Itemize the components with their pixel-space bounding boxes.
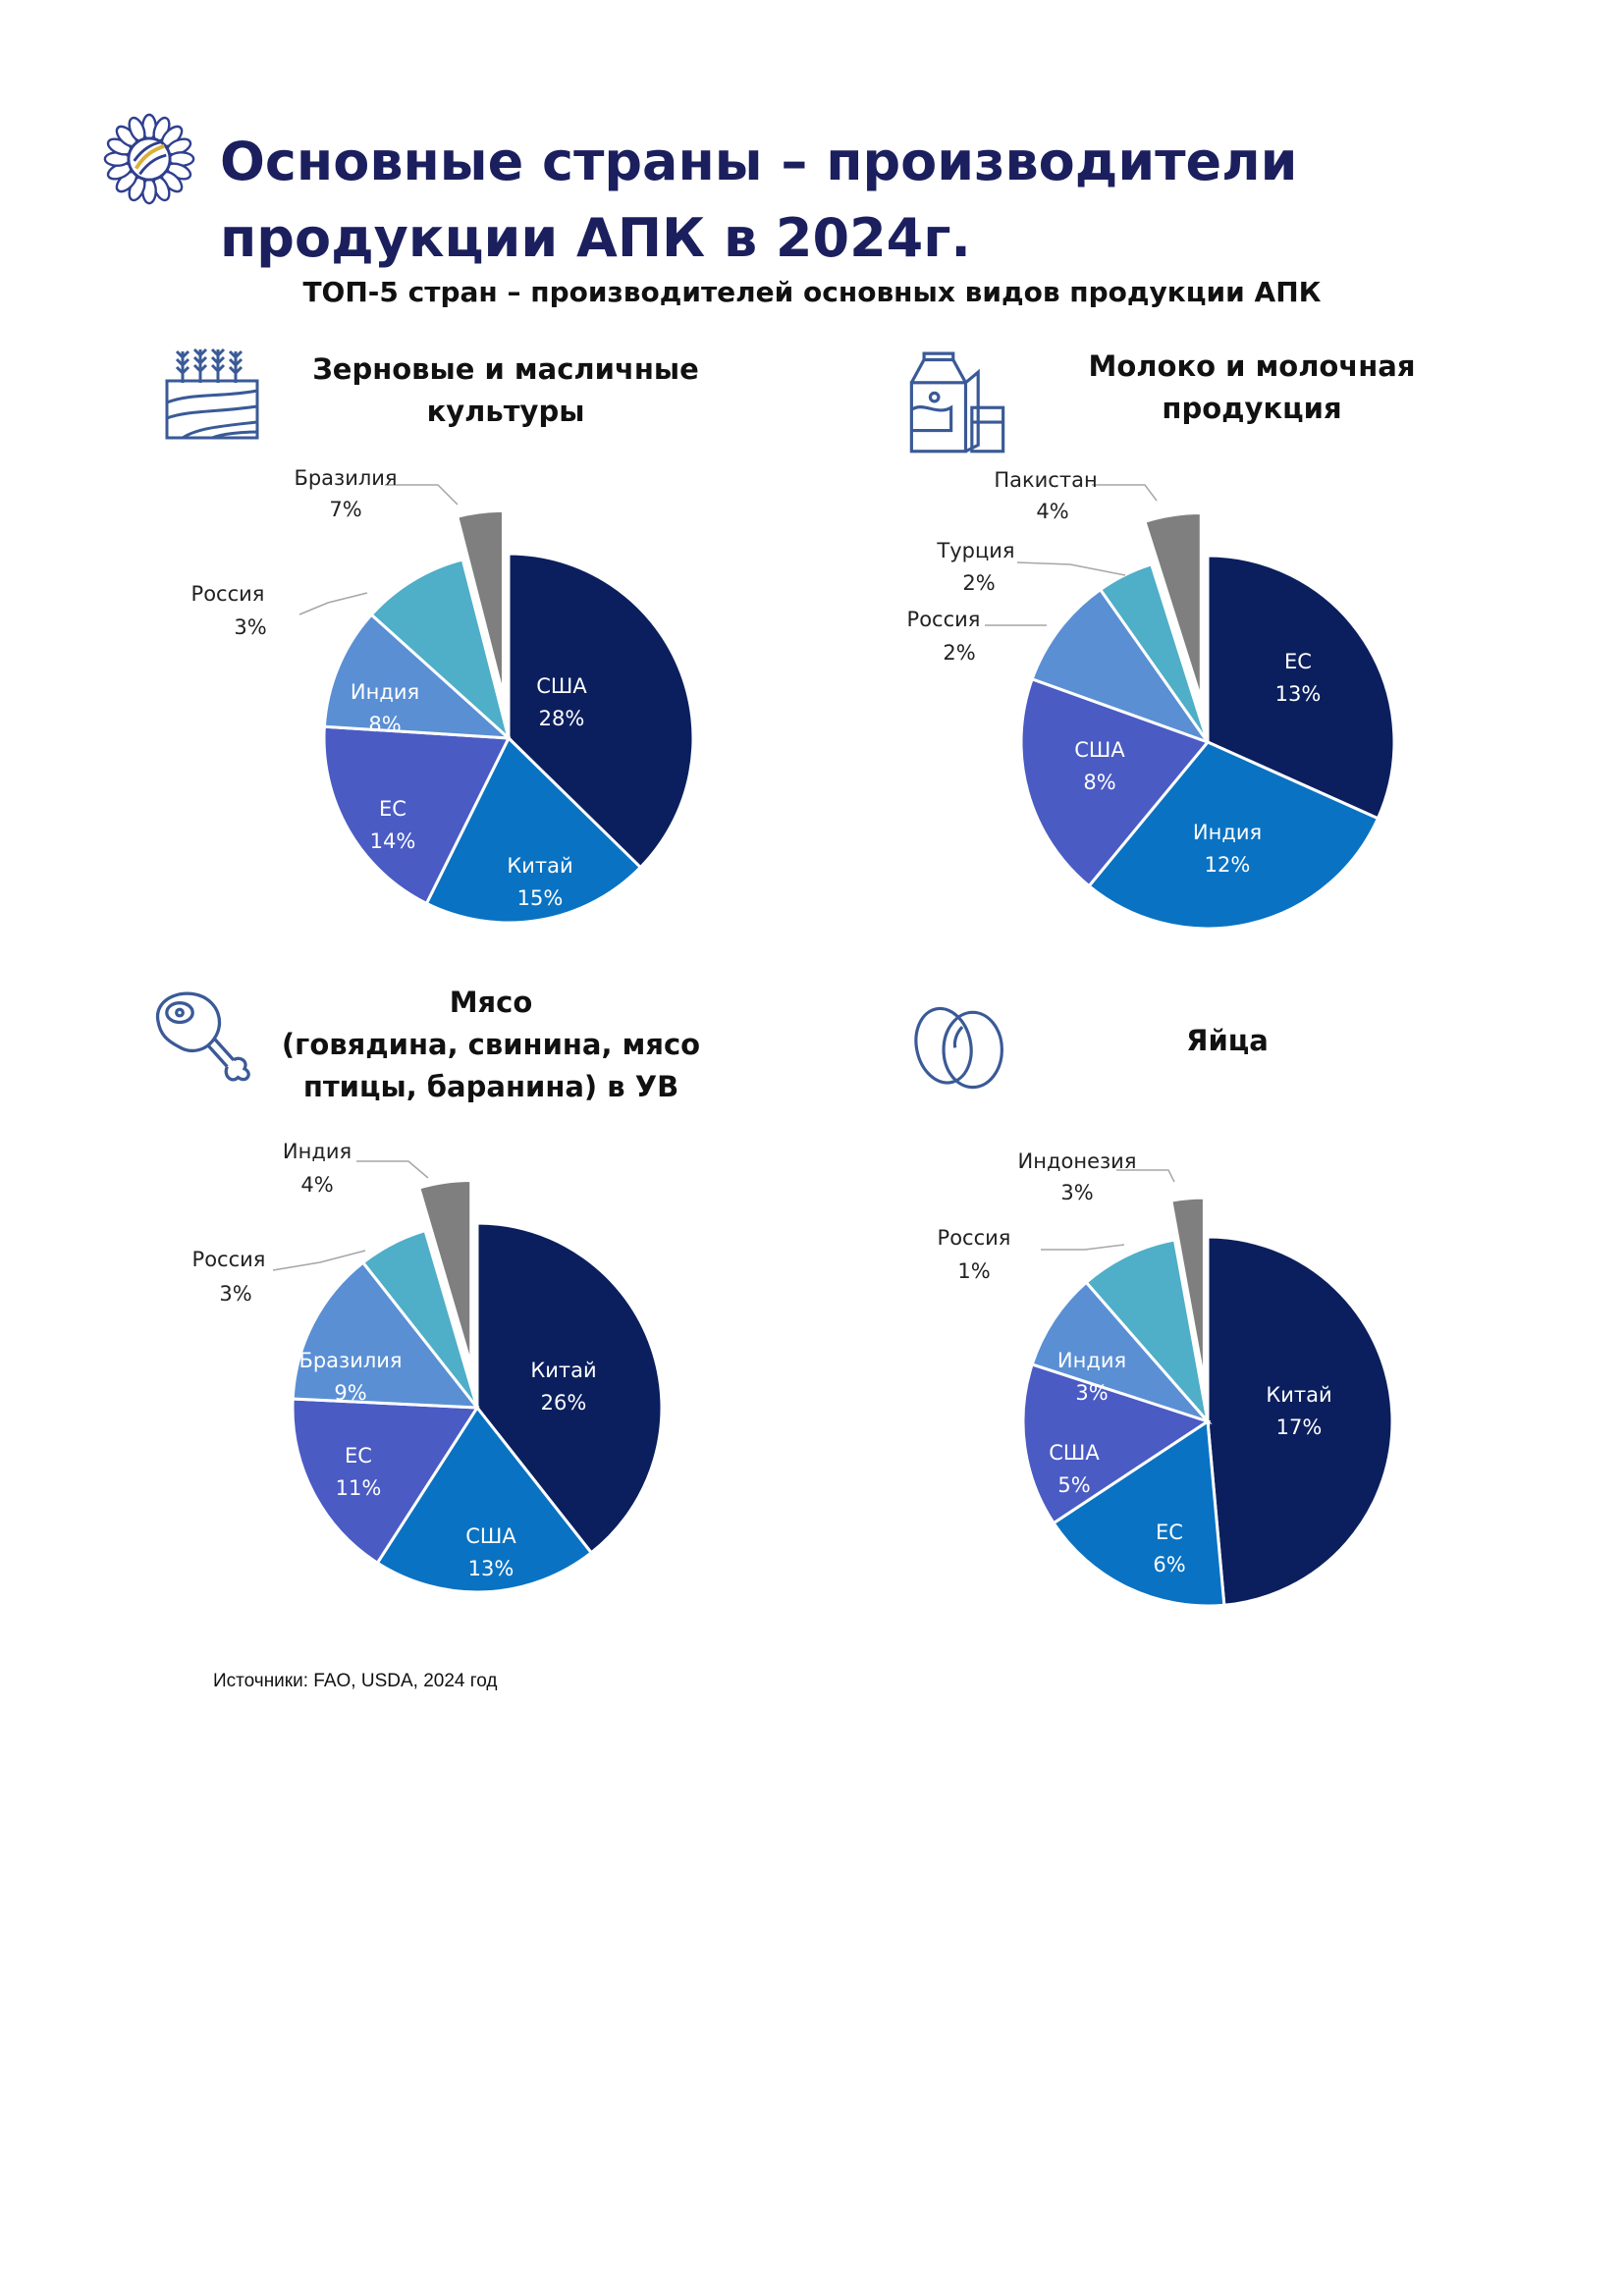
- slice-value-grain-russia: 3%: [234, 615, 266, 639]
- eggs-icon: [914, 1006, 1003, 1090]
- slice-label-grain-eu: ЕС: [379, 797, 406, 821]
- slice-label-milk-pakistan: Пакистан: [994, 468, 1097, 492]
- pie-slice-eggs-india: [1030, 1280, 1213, 1425]
- pie-slice-meat-china: [475, 1221, 664, 1555]
- sunflower-logo-icon: [103, 113, 195, 205]
- milk-carton-icon: [909, 351, 1005, 454]
- leader-line-meat-russia: [272, 1250, 366, 1271]
- slice-value-grain-eu: 14%: [370, 829, 416, 853]
- pie-slice-grain-usa: [507, 552, 695, 870]
- slice-label-meat-india: Индия: [283, 1140, 352, 1163]
- slice-value-milk-eu: 13%: [1275, 682, 1322, 706]
- chart-title-eggs: Яйца: [1186, 1024, 1269, 1057]
- pie-slice-grain-china: [424, 735, 643, 925]
- slice-label-milk-eu: ЕС: [1284, 650, 1312, 673]
- pie-slice-eggs-china: [1206, 1235, 1394, 1607]
- chart-title-milk: Молоко и молочная продукция: [1088, 349, 1416, 425]
- leader-line-grain-brazil: [385, 484, 459, 506]
- slice-value-grain-usa: 28%: [539, 707, 585, 730]
- page-title: Основные страны – производители продукци…: [220, 131, 1298, 269]
- pie-slice-milk-pakistan: [1030, 587, 1212, 746]
- leader-line-grain-russia: [298, 592, 368, 615]
- chart-title-grain: Зерновые и масличные культуры: [312, 352, 699, 428]
- slice-label-meat-china: Китай: [530, 1359, 596, 1382]
- pie-slice-eggs-eu: [1052, 1418, 1226, 1608]
- chart-title-meat: Мясо (говядина, свинина, мясо птицы, бар…: [281, 986, 701, 1103]
- slice-label-meat-usa: США: [465, 1524, 516, 1548]
- slice-value-milk-india: 12%: [1205, 853, 1251, 877]
- slice-label-milk-india: Индия: [1193, 821, 1262, 844]
- slice-label-eggs-china: Китай: [1266, 1383, 1331, 1407]
- leader-line-milk-pakistan: [1092, 484, 1158, 502]
- pie-slice-milk-india: [1086, 740, 1380, 931]
- slice-label-milk-usa: США: [1074, 738, 1125, 762]
- pie-slice-milk-russia: [1143, 511, 1203, 700]
- pie-slice-milk-usa: [1019, 676, 1211, 888]
- slice-label-grain-usa: США: [536, 674, 587, 698]
- slice-value-eggs-indonesia: 3%: [1060, 1181, 1093, 1204]
- slice-label-eggs-eu: ЕС: [1156, 1521, 1183, 1544]
- slice-value-eggs-usa: 5%: [1057, 1473, 1090, 1497]
- pie-slice-milk-eu: [1206, 554, 1396, 821]
- slice-value-eggs-china: 17%: [1276, 1415, 1323, 1439]
- page-subtitle: ТОП-5 стран – производителей основных ви…: [302, 276, 1322, 308]
- leader-line-eggs-indonesia: [1116, 1169, 1175, 1183]
- pie-slice-meat-russia: [416, 1178, 473, 1365]
- pie-slice-meat-india: [360, 1228, 479, 1409]
- slice-value-grain-china: 15%: [517, 886, 564, 910]
- slice-value-eggs-russia: 1%: [957, 1259, 990, 1283]
- leader-line-milk-turkey: [1016, 561, 1126, 576]
- pie-slice-grain-brazil: [369, 558, 512, 743]
- pie-slice-eggs-usa: [1021, 1362, 1212, 1525]
- slice-label-grain-russia: Россия: [191, 582, 265, 606]
- slice-label-milk-turkey: Турция: [936, 539, 1014, 562]
- slice-value-eggs-eu: 6%: [1153, 1553, 1185, 1576]
- slice-value-meat-eu: 11%: [336, 1476, 382, 1500]
- slice-value-meat-brazil: 9%: [334, 1381, 366, 1405]
- slice-label-eggs-russia: Россия: [938, 1226, 1011, 1250]
- wheat-field-icon: [165, 347, 259, 440]
- slice-value-meat-usa: 13%: [468, 1557, 514, 1580]
- slice-value-eggs-india: 3%: [1075, 1381, 1108, 1405]
- slice-value-meat-india: 4%: [300, 1173, 333, 1197]
- pie-slice-eggs-russia: [1169, 1196, 1206, 1383]
- pie-slice-meat-usa: [375, 1405, 594, 1594]
- leader-line-eggs-russia: [1041, 1244, 1125, 1251]
- pie-slice-meat-eu: [291, 1397, 480, 1566]
- slice-value-meat-russia: 3%: [219, 1282, 251, 1306]
- slice-label-meat-eu: ЕС: [345, 1444, 372, 1468]
- pie-slice-grain-eu: [322, 724, 512, 906]
- pie-slice-eggs-indonesia: [1084, 1238, 1211, 1427]
- slice-label-grain-india: Индия: [351, 680, 419, 704]
- slice-label-meat-russia: Россия: [192, 1248, 266, 1271]
- pie-slice-grain-russia: [455, 508, 505, 696]
- slice-label-eggs-india: Индия: [1057, 1349, 1126, 1372]
- slice-value-grain-brazil: 7%: [329, 498, 361, 521]
- slice-value-milk-pakistan: 4%: [1036, 500, 1068, 523]
- slice-value-meat-china: 26%: [541, 1391, 587, 1415]
- slice-label-eggs-usa: США: [1049, 1441, 1100, 1465]
- slice-label-grain-china: Китай: [507, 854, 572, 878]
- leader-line-meat-india: [356, 1160, 429, 1179]
- source-note: Источники: FAO, USDA, 2024 год: [213, 1671, 498, 1691]
- slice-label-grain-brazil: Бразилия: [294, 466, 397, 490]
- pie-slice-grain-india: [322, 613, 514, 740]
- slice-label-eggs-indonesia: Индонезия: [1018, 1149, 1137, 1173]
- slice-value-milk-turkey: 2%: [962, 571, 995, 595]
- slice-value-grain-india: 8%: [368, 713, 401, 736]
- slice-value-milk-usa: 8%: [1083, 771, 1115, 794]
- slice-value-milk-russia: 2%: [943, 641, 975, 665]
- meat-leg-icon: [155, 991, 250, 1082]
- slice-label-milk-russia: Россия: [907, 608, 981, 631]
- slice-label-meat-brazil: Бразилия: [298, 1349, 402, 1372]
- pie-slice-meat-brazil: [291, 1260, 481, 1410]
